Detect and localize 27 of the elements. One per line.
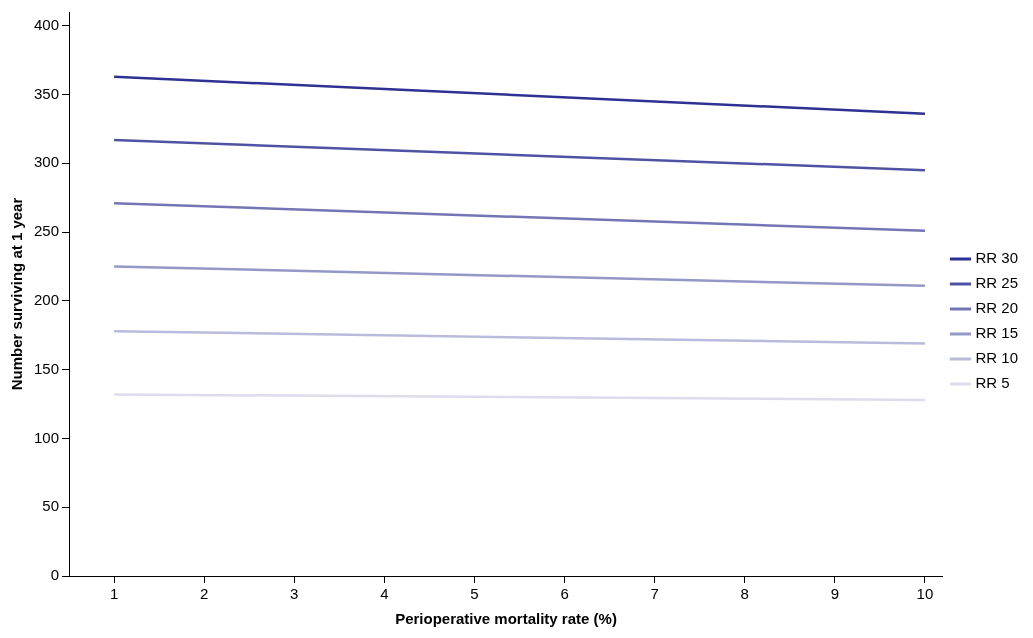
legend-label: RR 30 — [975, 249, 1019, 267]
x-tick-label: 1 — [109, 585, 119, 603]
y-axis-title: Number surviving at 1 year — [8, 197, 26, 391]
x-tick-label: 5 — [470, 585, 479, 603]
legend-label: RR 25 — [975, 274, 1019, 292]
y-tick-label: 350 — [34, 84, 60, 102]
y-tick-label: 200 — [34, 291, 60, 309]
x-tick-label: 4 — [380, 585, 389, 603]
y-tick-label: 50 — [42, 497, 60, 515]
legend-label: RR 20 — [975, 299, 1019, 317]
x-tick-label: 3 — [290, 585, 299, 603]
y-tick-label: 0 — [50, 566, 60, 584]
legend-label: RR 5 — [975, 374, 1010, 392]
x-tick-label: 9 — [830, 585, 840, 603]
legend-label: RR 10 — [975, 349, 1019, 367]
y-tick-label: 150 — [34, 359, 60, 377]
y-tick-label: 400 — [34, 15, 60, 33]
x-tick-label: 10 — [916, 585, 934, 603]
x-tick-label: 6 — [560, 585, 569, 603]
y-tick-label: 300 — [34, 153, 60, 171]
x-tick-label: 8 — [740, 585, 749, 603]
x-axis-title: Perioperative mortality rate (%) — [395, 610, 617, 628]
y-tick-label: 100 — [34, 428, 60, 446]
x-tick-label: 7 — [650, 585, 659, 603]
y-tick-label: 250 — [34, 222, 60, 240]
legend-label: RR 15 — [975, 324, 1019, 342]
x-tick-label: 2 — [200, 585, 209, 603]
